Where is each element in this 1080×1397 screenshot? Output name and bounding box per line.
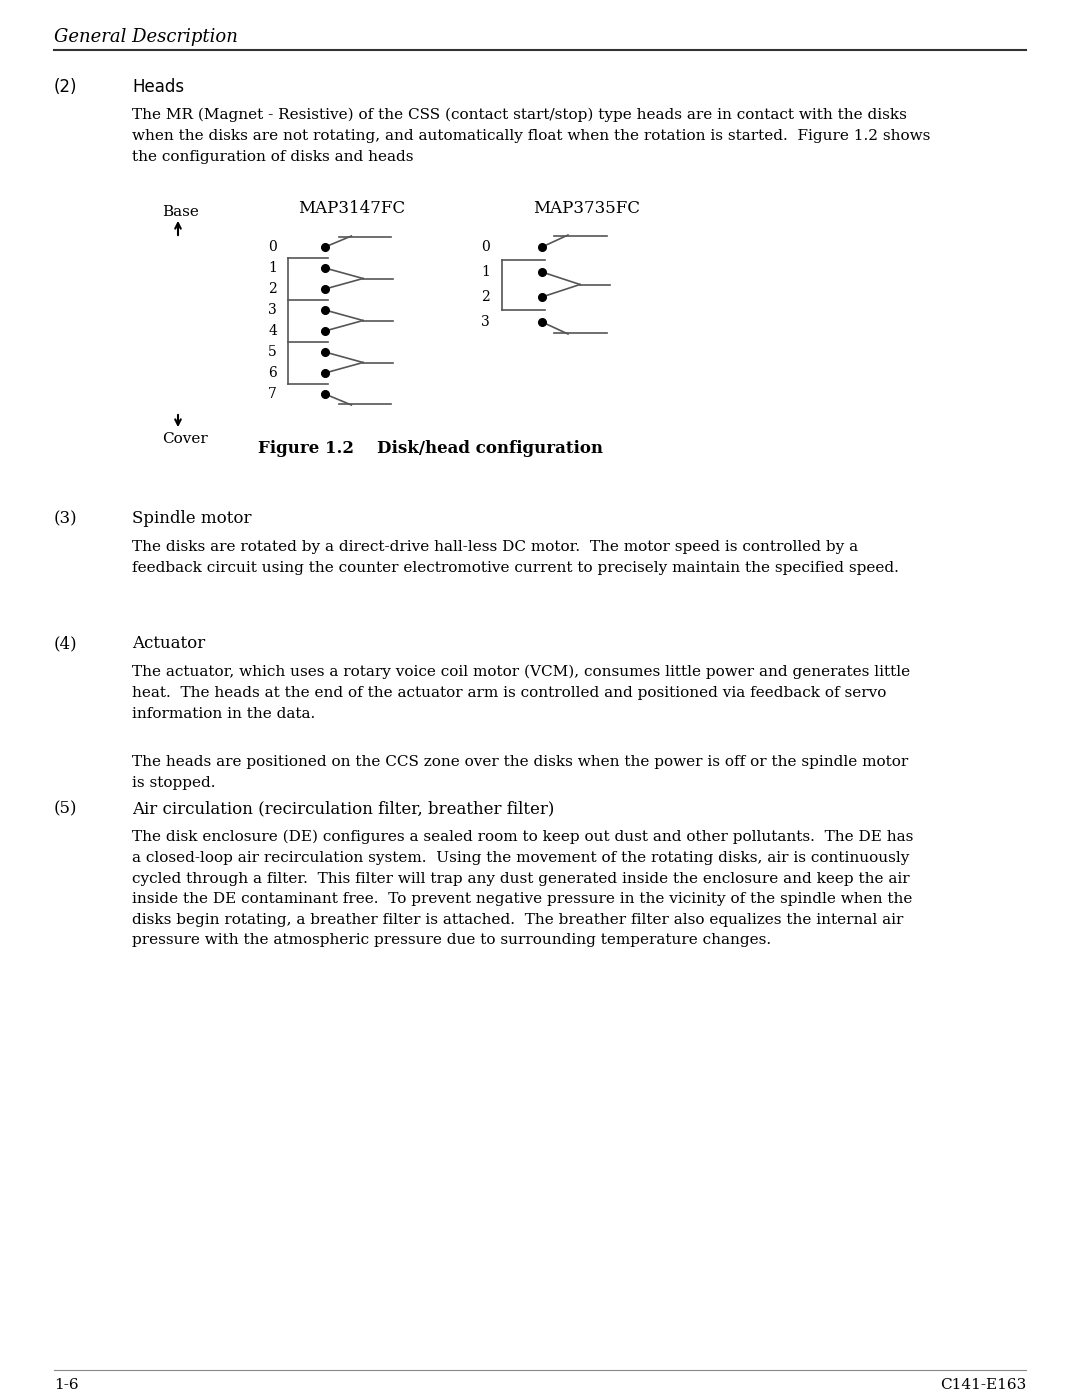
Text: 1: 1 xyxy=(481,265,490,279)
Text: 5: 5 xyxy=(268,345,276,359)
Text: Air circulation (recirculation filter, breather filter): Air circulation (recirculation filter, b… xyxy=(132,800,554,817)
Text: The actuator, which uses a rotary voice coil motor (VCM), consumes little power : The actuator, which uses a rotary voice … xyxy=(132,665,910,721)
Text: 3: 3 xyxy=(482,314,490,330)
Text: 7: 7 xyxy=(268,387,276,401)
Text: 2: 2 xyxy=(268,282,276,296)
Text: MAP3147FC: MAP3147FC xyxy=(298,200,405,217)
Text: (4): (4) xyxy=(54,636,78,652)
Text: MAP3735FC: MAP3735FC xyxy=(534,200,640,217)
Text: The disk enclosure (DE) configures a sealed room to keep out dust and other poll: The disk enclosure (DE) configures a sea… xyxy=(132,830,914,947)
Text: The MR (Magnet - Resistive) of the CSS (contact start/stop) type heads are in co: The MR (Magnet - Resistive) of the CSS (… xyxy=(132,108,930,163)
Text: Actuator: Actuator xyxy=(132,636,205,652)
Text: The heads are positioned on the CCS zone over the disks when the power is off or: The heads are positioned on the CCS zone… xyxy=(132,754,908,789)
Text: General Description: General Description xyxy=(54,28,238,46)
Text: (3): (3) xyxy=(54,510,78,527)
Text: 1-6: 1-6 xyxy=(54,1377,79,1391)
Text: 2: 2 xyxy=(482,291,490,305)
Text: The disks are rotated by a direct-drive hall-less DC motor.  The motor speed is : The disks are rotated by a direct-drive … xyxy=(132,541,899,574)
Text: Base: Base xyxy=(162,205,199,219)
Text: C141-E163: C141-E163 xyxy=(940,1377,1026,1391)
Text: 6: 6 xyxy=(268,366,276,380)
Text: (2): (2) xyxy=(54,78,78,96)
Text: Spindle motor: Spindle motor xyxy=(132,510,252,527)
Text: 1: 1 xyxy=(268,261,276,275)
Text: Figure 1.2    Disk/head configuration: Figure 1.2 Disk/head configuration xyxy=(257,440,603,457)
Text: (5): (5) xyxy=(54,800,78,817)
Text: Heads: Heads xyxy=(132,78,184,96)
Text: 4: 4 xyxy=(268,324,276,338)
Text: Cover: Cover xyxy=(162,432,207,446)
Text: 0: 0 xyxy=(268,240,276,254)
Text: 3: 3 xyxy=(268,303,276,317)
Text: 0: 0 xyxy=(482,240,490,254)
